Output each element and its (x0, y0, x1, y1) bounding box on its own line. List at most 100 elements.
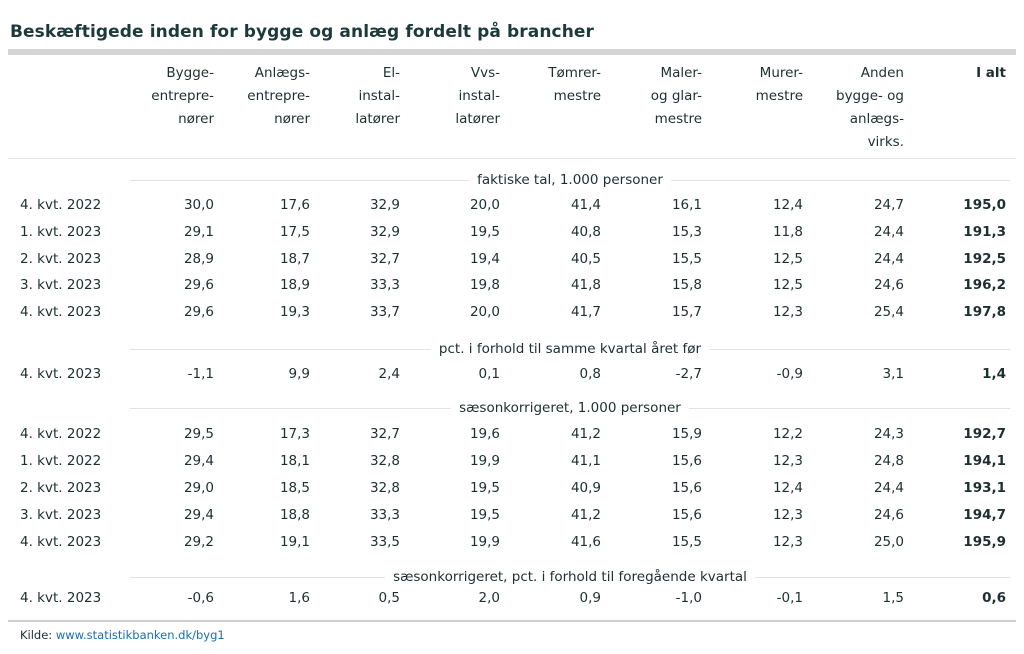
row-period: 1. kvt. 2023 (20, 223, 102, 240)
value-cell: 15,6 (671, 453, 702, 469)
value-cell: 11,8 (772, 223, 803, 240)
value-cell: 29,4 (183, 453, 214, 469)
row-period: 4. kvt. 2022 (20, 197, 102, 213)
column-header: Murer- mestre (755, 65, 803, 104)
value-cell: 1,6 (288, 590, 310, 606)
table-row: 4. kvt. 2023 -1,1 9,9 2,4 0,1 0,8 -2,7 -0,9 3,1 1… (0, 364, 1024, 384)
value-cell: 17,3 (279, 426, 310, 442)
value-cell: 24,4 (873, 480, 904, 496)
table-row: 3. kvt. 2023 29,4 18,8 33,3 19,5 41,2 15,6 12,3… (0, 505, 1024, 525)
total-cell: 197,8 (963, 304, 1006, 321)
row-period: 4. kvt. 2023 (20, 534, 102, 550)
value-cell: 12,3 (772, 304, 803, 321)
bottom-rule (8, 620, 1016, 622)
value-cell: 19,3 (279, 304, 310, 321)
value-cell: 19,5 (469, 223, 500, 240)
value-cell: 32,7 (369, 250, 400, 267)
table-row: 1. kvt. 2023 29,1 17,5 32,9 19,5 40,8 15,3 11,8… (0, 222, 1024, 242)
value-cell: 32,8 (369, 480, 400, 496)
value-cell: 1,5 (882, 590, 904, 606)
value-cell: 29,6 (183, 277, 214, 294)
table-row: 4. kvt. 2023 29,2 19,1 33,5 19,9 41,6 15,5 12,3… (0, 532, 1024, 552)
value-cell: 19,5 (469, 480, 500, 496)
value-cell: 15,8 (671, 277, 702, 294)
value-cell: 19,6 (469, 426, 500, 442)
total-cell: 192,7 (963, 426, 1006, 442)
value-cell: 18,5 (279, 480, 310, 496)
column-header: Anlægs- entrepre- nører (247, 65, 310, 127)
column-header: I alt (976, 65, 1006, 81)
value-cell: 24,7 (873, 197, 904, 213)
value-cell: 2,4 (378, 366, 400, 382)
value-cell: 18,8 (279, 507, 310, 523)
total-cell: 191,3 (963, 223, 1006, 240)
column-header: Bygge- entrepre- nører (151, 65, 214, 127)
value-cell: 40,5 (570, 250, 601, 267)
row-period: 4. kvt. 2023 (20, 590, 102, 606)
table-row: 4. kvt. 2022 30,0 17,6 32,9 20,0 41,4 16,1 12,4… (0, 195, 1024, 215)
value-cell: 24,8 (873, 453, 904, 469)
value-cell: 20,0 (469, 197, 500, 213)
value-cell: 19,1 (279, 534, 310, 550)
value-cell: 15,5 (671, 250, 702, 267)
total-cell: 1,4 (982, 366, 1006, 382)
value-cell: 15,6 (671, 480, 702, 496)
column-header: Tømrer- mestre (548, 65, 601, 104)
source-note: Kilde: www.statistikbanken.dk/byg1 (20, 628, 225, 642)
value-cell: 15,7 (671, 304, 702, 321)
value-cell: 12,2 (772, 426, 803, 442)
column-header: Maler- og glar- mestre (650, 65, 702, 127)
value-cell: 15,5 (671, 534, 702, 550)
section-label-text: sæsonkorrigeret, pct. i forhold til fore… (385, 568, 755, 586)
value-cell: 12,3 (772, 453, 803, 469)
table-row: 2. kvt. 2023 28,9 18,7 32,7 19,4 40,5 15,5 12,5… (0, 249, 1024, 269)
table-row: 4. kvt. 2023 29,6 19,3 33,7 20,0 41,7 15,7 12,3… (0, 302, 1024, 322)
value-cell: 41,2 (570, 426, 601, 442)
value-cell: 32,7 (369, 426, 400, 442)
row-period: 2. kvt. 2023 (20, 480, 102, 496)
column-header: El- instal- latører (355, 65, 400, 127)
section-label: faktiske tal, 1.000 personer (130, 171, 1010, 189)
table-row: 2. kvt. 2023 29,0 18,5 32,8 19,5 40,9 15,6 12,4… (0, 478, 1024, 498)
total-cell: 196,2 (963, 277, 1006, 294)
value-cell: 2,0 (478, 590, 500, 606)
total-cell: 194,1 (963, 453, 1006, 469)
source-link[interactable]: www.statistikbanken.dk/byg1 (55, 628, 225, 642)
row-period: 4. kvt. 2022 (20, 426, 102, 442)
row-period: 4. kvt. 2023 (20, 366, 102, 382)
value-cell: 33,3 (369, 507, 400, 523)
value-cell: 24,4 (873, 250, 904, 267)
value-cell: 19,4 (469, 250, 500, 267)
total-cell: 193,1 (963, 480, 1006, 496)
section-label-text: faktiske tal, 1.000 personer (469, 171, 671, 189)
row-period: 4. kvt. 2023 (20, 304, 102, 321)
total-cell: 0,6 (982, 590, 1006, 606)
value-cell: 12,3 (772, 534, 803, 550)
total-cell: 195,9 (963, 534, 1006, 550)
value-cell: 30,0 (183, 197, 214, 213)
value-cell: 3,1 (882, 366, 904, 382)
value-cell: 40,9 (570, 480, 601, 496)
total-cell: 192,5 (963, 250, 1006, 267)
top-rule (8, 49, 1016, 55)
header-separator (8, 158, 1016, 159)
row-period: 3. kvt. 2023 (20, 277, 102, 294)
row-period: 1. kvt. 2022 (20, 453, 102, 469)
value-cell: 12,3 (772, 507, 803, 523)
value-cell: 17,6 (279, 197, 310, 213)
value-cell: 32,9 (369, 223, 400, 240)
value-cell: 18,7 (279, 250, 310, 267)
value-cell: 19,8 (469, 277, 500, 294)
section-label: sæsonkorrigeret, 1.000 personer (130, 399, 1010, 417)
section-label-text: pct. i forhold til samme kvartal året fø… (430, 340, 710, 358)
value-cell: 29,1 (183, 223, 214, 240)
table-title: Beskæftigede inden for bygge og anlæg fo… (10, 22, 595, 42)
row-period: 3. kvt. 2023 (20, 507, 102, 523)
total-cell: 195,0 (963, 197, 1006, 213)
value-cell: 29,0 (183, 480, 214, 496)
value-cell: 33,7 (369, 304, 400, 321)
total-cell: 194,7 (963, 507, 1006, 523)
value-cell: 18,9 (279, 277, 310, 294)
value-cell: 28,9 (183, 250, 214, 267)
value-cell: 19,9 (469, 453, 500, 469)
